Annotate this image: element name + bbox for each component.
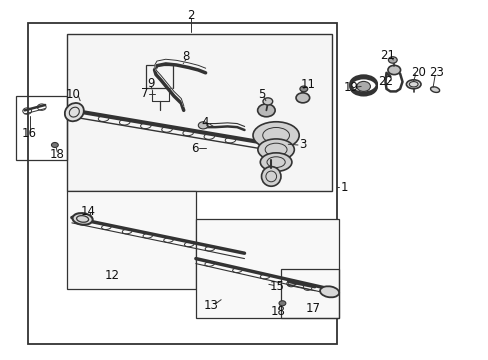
Text: 18: 18 — [50, 148, 64, 161]
Text: 11: 11 — [300, 78, 315, 91]
Ellipse shape — [72, 213, 93, 225]
Text: 5: 5 — [258, 89, 265, 102]
Ellipse shape — [252, 122, 299, 149]
Text: 7: 7 — [141, 87, 148, 100]
Text: 13: 13 — [203, 299, 219, 312]
Text: 6: 6 — [191, 142, 198, 155]
Text: 3: 3 — [299, 139, 306, 152]
Ellipse shape — [261, 167, 281, 186]
Text: 19: 19 — [343, 81, 358, 94]
Text: 21: 21 — [380, 49, 395, 62]
Text: 22: 22 — [377, 75, 392, 88]
Ellipse shape — [319, 286, 339, 297]
Text: 12: 12 — [104, 269, 120, 282]
Text: 2: 2 — [187, 9, 194, 22]
Circle shape — [257, 104, 275, 117]
Text: 9: 9 — [147, 77, 155, 90]
Text: 16: 16 — [22, 127, 37, 140]
Text: 15: 15 — [269, 280, 285, 293]
Ellipse shape — [257, 139, 294, 160]
Ellipse shape — [65, 103, 83, 121]
Circle shape — [279, 301, 285, 306]
Bar — [67, 191, 196, 289]
Bar — [281, 269, 339, 318]
Circle shape — [51, 143, 58, 148]
Circle shape — [198, 122, 207, 129]
Bar — [28, 23, 336, 344]
Text: 18: 18 — [270, 305, 285, 318]
Text: 8: 8 — [182, 50, 189, 63]
Text: 20: 20 — [410, 66, 425, 79]
Text: 10: 10 — [66, 89, 81, 102]
Text: 1: 1 — [340, 181, 347, 194]
Circle shape — [387, 65, 400, 75]
Circle shape — [356, 81, 370, 91]
Circle shape — [295, 93, 309, 103]
Bar — [16, 96, 67, 160]
Text: 4: 4 — [202, 116, 209, 129]
Bar — [146, 64, 173, 88]
Circle shape — [387, 57, 396, 63]
Text: 23: 23 — [428, 66, 443, 79]
Text: 17: 17 — [305, 302, 321, 315]
Bar — [196, 219, 339, 318]
Bar — [67, 33, 331, 191]
Ellipse shape — [429, 87, 439, 93]
Ellipse shape — [260, 153, 291, 171]
Circle shape — [263, 98, 272, 105]
Circle shape — [299, 86, 307, 92]
Ellipse shape — [406, 80, 420, 89]
Text: 14: 14 — [80, 205, 95, 218]
